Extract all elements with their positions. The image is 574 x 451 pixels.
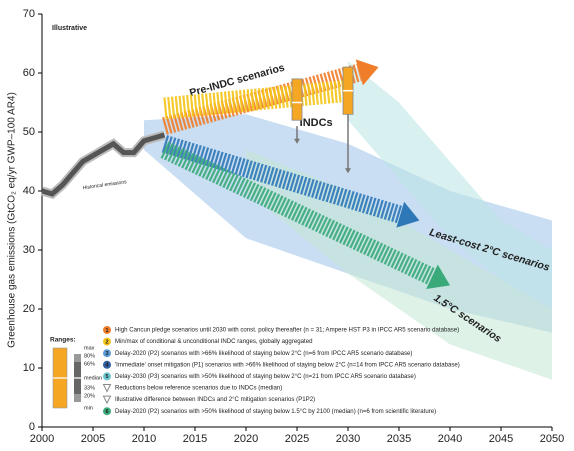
x-tick-label: 2020 <box>234 433 258 445</box>
ranges-label: min <box>84 405 93 411</box>
history-line <box>41 132 166 197</box>
reduction-head <box>294 138 300 144</box>
ranges-label: max <box>84 345 95 351</box>
legend-marker <box>103 372 111 381</box>
legend-text: Illustrative difference between INDCs an… <box>115 396 315 403</box>
legend-text: Delay-2020 (P2) scenarios with >50% like… <box>115 408 436 415</box>
y-tick-label: 60 <box>23 67 35 79</box>
history-label: Historical emissions <box>82 179 127 191</box>
y-tick-label: 0 <box>29 421 35 433</box>
arrow-body <box>163 79 350 120</box>
legend-marker <box>103 349 111 358</box>
legend-text: Delay-2020 (P2) scenarios with >66% like… <box>115 350 412 357</box>
legend-number: 2 <box>105 339 108 345</box>
x-tick-label: 2050 <box>540 433 564 445</box>
ranges-label: 33% <box>84 385 95 391</box>
x-tick-label: 2000 <box>30 433 54 445</box>
x-tick-label: 2025 <box>285 433 309 445</box>
legend-marker <box>103 407 111 416</box>
x-tick-label: 2040 <box>438 433 462 445</box>
y-tick-label: 20 <box>23 303 35 315</box>
legend-text: Min/max of conditional & unconditional I… <box>115 338 313 345</box>
legend-marker <box>103 337 111 346</box>
y-tick-label: 10 <box>23 362 35 374</box>
legend-number: 4 <box>105 363 109 369</box>
x-tick-label: 2015 <box>183 433 207 445</box>
legend-text: 'Immediate' onset mitigation (P1) scenar… <box>115 361 460 368</box>
indc-range <box>291 78 303 121</box>
arrow-label: INDCs <box>300 117 333 129</box>
y-axis-label: Greenhouse gas emissions (GtCO₂ eq/yr GW… <box>7 92 18 348</box>
legend-number: 3 <box>105 351 108 357</box>
legend-number: 5 <box>105 374 108 380</box>
range-band <box>348 61 552 310</box>
ranges-label: median <box>84 375 102 381</box>
legend-marker <box>103 360 111 369</box>
arrow-body <box>162 63 362 135</box>
y-tick-label: 70 <box>23 8 35 20</box>
legend-marker <box>103 326 111 334</box>
y-tick-label: 40 <box>23 185 35 197</box>
legend-number: 6 <box>105 409 108 415</box>
legend-number: 1 <box>105 328 108 334</box>
arrow-head <box>426 264 450 290</box>
x-tick-label: 2005 <box>81 433 105 445</box>
ranges-title: Ranges: <box>50 337 76 344</box>
reduction-head <box>345 168 351 174</box>
arrow-head <box>355 59 379 86</box>
x-tick-label: 2030 <box>336 433 360 445</box>
legend-arrow <box>102 395 112 405</box>
x-tick-label: 2045 <box>489 433 513 445</box>
arrow-body <box>161 135 403 224</box>
ranges-label: 80% <box>84 353 95 359</box>
legend-text: High Cancun pledge scenarios until 2030 … <box>115 327 459 334</box>
ranges-label: 20% <box>84 393 95 399</box>
arrow-head <box>396 201 420 228</box>
ranges-label: 66% <box>84 361 95 367</box>
legend-text: Reductions below reference scenarios due… <box>115 385 282 392</box>
legend-text: Delay-2030 (P3) scenarios with >50% like… <box>115 373 416 380</box>
y-tick-label: 50 <box>23 126 35 138</box>
legend-arrow <box>102 384 112 393</box>
y-tick-label: 30 <box>23 244 35 256</box>
annotation: Illustrative <box>52 25 87 32</box>
range-band <box>246 149 552 380</box>
x-tick-label: 2010 <box>132 433 156 445</box>
x-tick-label: 2035 <box>387 433 411 445</box>
